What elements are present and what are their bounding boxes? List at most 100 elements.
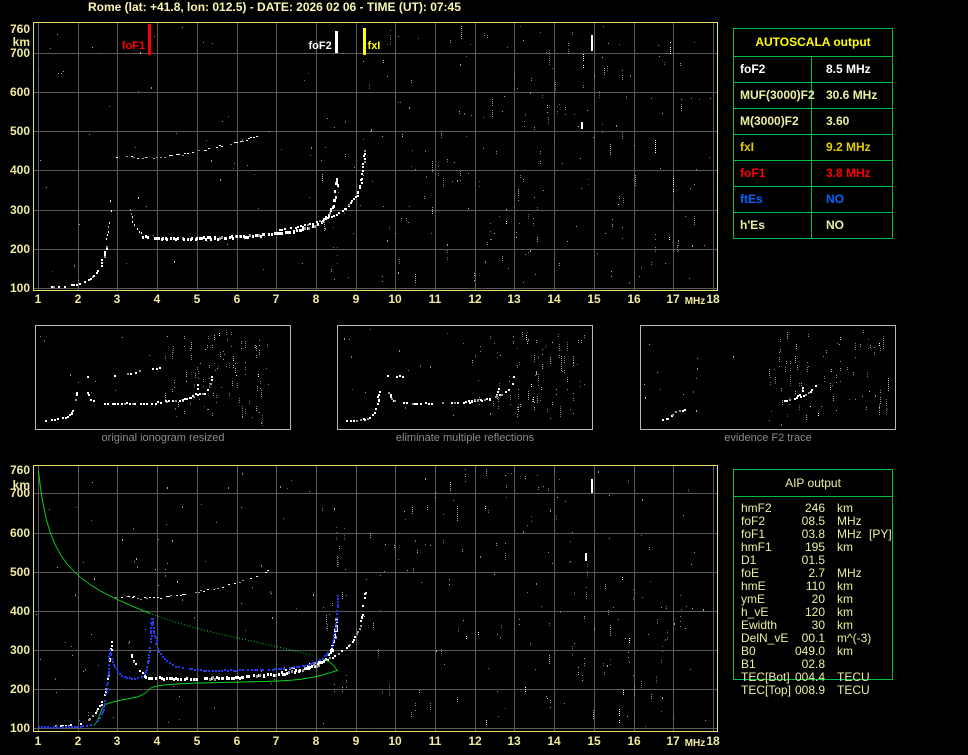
x-axis-label: 9: [352, 292, 360, 306]
x-axis-label: 1: [34, 292, 42, 306]
aip-row-hmF1: hmF1 195 km: [741, 541, 901, 554]
x-axis-label: 14: [547, 734, 561, 748]
aip-row-ymE: ymE 20 km: [741, 593, 901, 606]
autoscala-table-title: AUTOSCALA output: [734, 29, 892, 57]
x-axis-label: 16: [627, 292, 641, 306]
thumbnail-original-ionogram: [35, 325, 291, 430]
parameter-value: 004.4: [794, 670, 825, 684]
parameter-name: foF2: [741, 514, 766, 528]
parameter-value: NO: [826, 192, 844, 206]
parameter-name: foE: [741, 566, 760, 580]
thumbnail-f2-trace-evidence: [640, 325, 896, 430]
autoscala-row-ftEs: ftEs NO: [734, 187, 892, 213]
parameter-name: B0: [741, 644, 756, 658]
y-axis-label: 100: [9, 281, 30, 295]
aip-row-hmE: hmE 110 km: [741, 580, 901, 593]
y-axis-label: 760: [9, 463, 30, 477]
aip-row-TEC[Bot]: TEC[Bot] 004.4 TECU: [741, 671, 901, 684]
y-axis-label: 100: [9, 721, 30, 735]
x-axis-label: 7: [272, 292, 280, 306]
autoscala-row-fxI: fxI 9.2 MHz: [734, 135, 892, 161]
aip-table-rows: hmF2 246 km foF2 08.5 MHz foF1 03.8 MHz [PY] hmF1 1…: [741, 502, 901, 697]
parameter-value: 8.5 MHz: [826, 62, 871, 76]
parameter-value: 120: [804, 605, 825, 619]
parameter-name: foF1: [734, 161, 812, 186]
x-axis-label: 13: [507, 734, 521, 748]
thumbnail-caption-1: original ionogram resized: [101, 432, 225, 444]
x-axis-label: 18: [706, 292, 720, 306]
autoscala-row-h'Es: h'Es NO: [734, 213, 892, 238]
autoscala-row-MUF(3000)F2: MUF(3000)F2 30.6 MHz: [734, 83, 892, 109]
thumbnail-caption-2: eliminate multiple reflections: [395, 432, 535, 444]
parameter-unit: MHz: [837, 527, 862, 541]
y-axis-label: 760: [9, 22, 30, 36]
x-axis-label: 4: [153, 734, 161, 748]
x-axis-label: 2: [74, 292, 82, 306]
x-axis-label: 5: [193, 292, 201, 306]
aip-row-h_vE: h_vE 120 km: [741, 606, 901, 619]
autoscala-table-rows: foF2 8.5 MHz MUF(3000)F2 30.6 MHz M(3000)F2 3…: [734, 57, 892, 238]
parameter-unit: MHz: [837, 514, 862, 528]
parameter-unit: km: [837, 501, 853, 515]
parameter-value: 20: [811, 592, 825, 606]
thumbnail-multiple-reflections-removed: [337, 325, 593, 430]
x-axis-label: 11: [428, 292, 442, 306]
autoscala-row-foF2: foF2 8.5 MHz: [734, 57, 892, 83]
aip-row-Ewidth: Ewidth 30 km: [741, 619, 901, 632]
parameter-value: 08.5: [801, 514, 825, 528]
aip-output-table: AIP output hmF2 246 km foF2 08.5 MHz foF1 03.8 M…: [733, 469, 893, 697]
parameter-value: 3.8 MHz: [826, 166, 871, 180]
parameter-name: ftEs: [734, 187, 812, 212]
x-axis-label: 1: [34, 734, 42, 748]
parameter-unit: km: [837, 605, 853, 619]
page-title: Rome (lat: +41.8, lon: 012.5) - DATE: 20…: [88, 0, 461, 14]
y-axis-label: 600: [9, 526, 30, 540]
parameter-name: fxI: [734, 135, 812, 160]
aip-row-foF1: foF1 03.8 MHz [PY]: [741, 528, 901, 541]
marker-label-foF1: foF1: [121, 40, 146, 52]
y-axis-label: 600: [9, 85, 30, 99]
x-axis-label: 10: [388, 292, 402, 306]
main-ionogram-canvas: [33, 22, 718, 291]
x-axis-label: 14: [547, 292, 561, 306]
aip-row-B1: B1 02.8: [741, 658, 901, 671]
parameter-value: 30.6 MHz: [826, 88, 878, 102]
parameter-unit: km: [837, 579, 853, 593]
parameter-name: TEC[Top]: [741, 683, 792, 697]
parameter-name: TEC[Bot]: [741, 670, 790, 684]
aip-row-foE: foE 2.7 MHz: [741, 567, 901, 580]
parameter-name: hmE: [741, 579, 766, 593]
autoscala-row-foF1: foF1 3.8 MHz: [734, 161, 892, 187]
parameter-value: 02.8: [801, 657, 825, 671]
parameter-unit: m^(-3): [837, 631, 872, 645]
y-axis-label: 300: [9, 643, 30, 657]
parameter-value: 3.60: [826, 114, 850, 128]
x-axis-label: 17: [666, 292, 680, 306]
x-axis-unit: MHz: [684, 296, 706, 307]
thumbnail-caption-3: evidence F2 trace: [724, 432, 812, 444]
parameter-name: DelN_vE: [741, 631, 789, 645]
parameter-unit: TECU: [837, 670, 870, 684]
parameter-unit: km: [837, 540, 853, 554]
y-axis-label: 300: [9, 203, 30, 217]
y-axis-label: 200: [9, 682, 30, 696]
x-axis-label: 6: [233, 292, 241, 306]
x-axis-label: 9: [352, 734, 360, 748]
x-axis-label: 3: [113, 292, 121, 306]
parameter-value: 9.2 MHz: [826, 140, 871, 154]
parameter-name: h_vE: [741, 605, 769, 619]
parameter-value: 049.0: [794, 644, 825, 658]
parameter-unit: km: [837, 592, 853, 606]
parameter-name: h'Es: [734, 213, 812, 238]
aip-row-DelN_vE: DelN_vE 00.1 m^(-3): [741, 632, 901, 645]
x-axis-label: 5: [193, 734, 201, 748]
parameter-name: D1: [741, 553, 757, 567]
y-axis-unit: km: [12, 35, 30, 49]
y-axis-label: 400: [9, 604, 30, 618]
parameter-name: M(3000)F2: [734, 109, 812, 134]
parameter-name: foF2: [734, 57, 812, 82]
parameter-value: 110: [805, 579, 825, 593]
parameter-value: 03.8: [801, 527, 825, 541]
parameter-name: foF1: [741, 527, 766, 541]
parameter-name: hmF2: [741, 501, 772, 515]
